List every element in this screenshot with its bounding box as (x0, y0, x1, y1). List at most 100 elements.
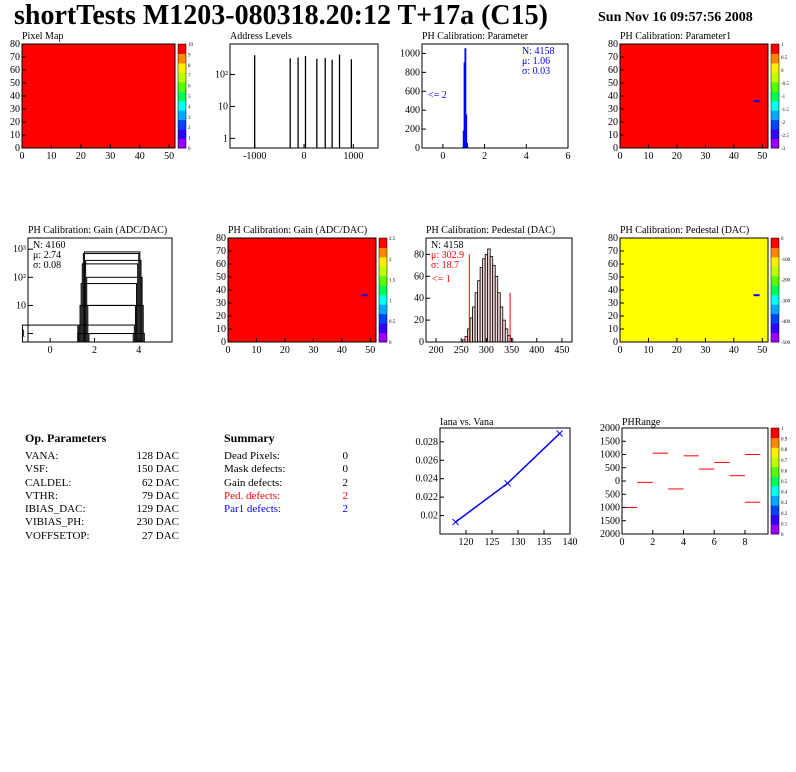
stat-line: N: 4158 (431, 240, 464, 251)
chart-title: PH Calibration: Gain (ADC/DAC) (28, 225, 167, 236)
palette-label: 7 (188, 74, 191, 79)
palette-label: 0.5 (389, 320, 396, 325)
x-tick-label: 40 (337, 345, 347, 356)
heatmap-fill (620, 238, 768, 342)
x-tick-label: 50 (365, 345, 375, 356)
y-tick-label: 10² (215, 69, 228, 80)
palette-swatch (379, 238, 387, 248)
palette-frame (770, 427, 780, 535)
op-parameters-title: Op. Parameters (25, 431, 107, 445)
y-tick-label: 10 (10, 130, 20, 141)
palette-label: -3 (781, 147, 786, 152)
summary: Summary Dead Pixels: 0 Mask defects: 0 Gain … (224, 431, 348, 516)
palette-swatch (771, 476, 779, 487)
x-tick-label: 200 (429, 345, 444, 356)
chart-title: PH Calibration: Parameter1 (620, 31, 731, 42)
y-tick-label: 20 (608, 117, 618, 128)
x-tick-label: 30 (105, 151, 115, 162)
palette-label: 0.1 (781, 522, 788, 527)
y-tick-label: 10 (608, 324, 618, 335)
underflow-label: <= 1 (432, 274, 451, 285)
y-tick-label: 40 (414, 293, 424, 304)
hist-bin (87, 304, 144, 343)
palette-label: 1 (781, 43, 784, 48)
palette-label: 1 (389, 299, 392, 304)
y-tick-label: 1500 (600, 436, 620, 447)
palette-label: 6 (188, 85, 191, 90)
y-tick-label: 60 (414, 271, 424, 282)
palette-swatch (771, 275, 779, 286)
y-tick-label: 600 (405, 86, 420, 97)
palette-label: 0 (781, 237, 784, 242)
y-tick-label: 80 (608, 233, 618, 244)
y-tick-label: 0.022 (416, 492, 439, 503)
address-levels-panel: -1000 0 1000 1 10 10² Address Levels (215, 31, 379, 162)
op-parameters: Op. Parameters VANA: 128 DAC VSF: 150 DAC CA… (25, 431, 179, 543)
palette-swatch (379, 304, 387, 315)
palette-label: 0 (781, 69, 784, 74)
palette-swatch (379, 332, 387, 343)
palette-label: 3 (188, 116, 191, 121)
y-tick-label: 40 (10, 91, 20, 102)
palette-swatch (771, 53, 779, 64)
y-tick-label: 70 (608, 246, 618, 257)
palette-swatch (771, 62, 779, 73)
y-tick-label: 10 (218, 101, 228, 112)
x-tick-label: 30 (700, 345, 710, 356)
y-tick-label: 1000 (600, 503, 620, 514)
data-point (504, 479, 511, 487)
palette-swatch (178, 81, 186, 92)
x-tick-label: 40 (729, 151, 739, 162)
y-tick-label: 400 (405, 105, 420, 116)
chart-title: Address Levels (230, 31, 292, 42)
x-tick-label: 40 (729, 345, 739, 356)
y-tick-label: 1000 (600, 450, 620, 461)
y-tick-label: 0 (415, 143, 420, 154)
palette-swatch (771, 466, 779, 477)
palette-swatch (771, 72, 779, 83)
palette-swatch (379, 256, 387, 267)
y-tick-label: 0 (419, 337, 424, 348)
y-tick-label: 0 (613, 143, 618, 154)
y-tick-label: 10³ (13, 244, 26, 255)
palette-swatch (771, 129, 779, 140)
palette-swatch (771, 437, 779, 448)
op-param-key: VIBIAS_PH: (25, 516, 85, 529)
y-tick-label: 40 (216, 285, 226, 296)
summary-key: Par1 defects: (224, 503, 282, 516)
palette-swatch (771, 44, 779, 54)
hist-bin (82, 253, 140, 343)
palette-swatch (771, 524, 779, 535)
x-tick-label: 135 (537, 537, 552, 548)
x-tick-label: 130 (511, 537, 526, 548)
y-tick-label: 0.02 (421, 511, 439, 522)
y-tick-label: 0.026 (416, 455, 439, 466)
summary-key: Gain defects: (224, 476, 283, 489)
palette-label: 0 (389, 341, 392, 346)
palette-label: -100 (781, 258, 791, 263)
y-tick-label: 20 (414, 315, 424, 326)
op-param-row: VIBIAS_PH: 230 DAC (25, 516, 179, 529)
palette-label: -400 (781, 320, 791, 325)
y-tick-label: 500 (605, 463, 620, 474)
x-tick-label: 10 (643, 151, 653, 162)
op-param-value: 150 DAC (136, 463, 179, 476)
palette-label: 0.3 (781, 501, 788, 506)
y-tick-label: 2000 (600, 423, 620, 434)
y-tick-label: 60 (10, 65, 20, 76)
x-tick-label: 0 (620, 537, 625, 548)
x-tick-label: 1000 (343, 151, 363, 162)
chart-title: PH Calibration: Parameter (422, 31, 529, 42)
palette-swatch (771, 304, 779, 315)
x-tick-label: 0 (302, 151, 307, 162)
palette-swatch (178, 129, 186, 140)
x-tick-label: 40 (135, 151, 145, 162)
palette-label: -300 (781, 299, 791, 304)
y-tick-label: 80 (216, 233, 226, 244)
summary-row: Gain defects: 2 (224, 477, 348, 490)
y-tick-label: 40 (608, 285, 618, 296)
palette-label: 2.5 (389, 237, 396, 242)
